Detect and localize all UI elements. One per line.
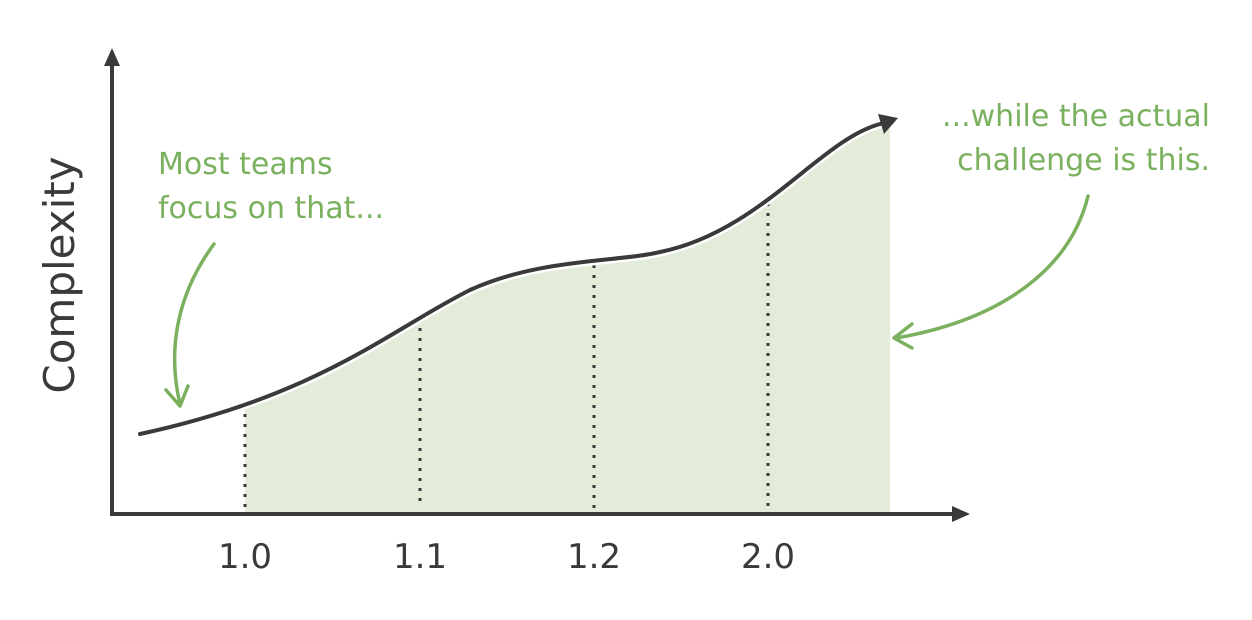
x-tick-label: 2.0 xyxy=(741,537,795,577)
annotation-right-line-1: ...while the actual xyxy=(942,99,1210,134)
annotation-left-line-1: Most teams xyxy=(158,147,333,182)
complexity-curve xyxy=(138,122,882,436)
annotation-right-line-2: challenge is this. xyxy=(957,143,1210,178)
y-axis-label: Complexity xyxy=(35,156,84,393)
annotation-left-line-2: focus on that... xyxy=(158,191,384,226)
annotation-left-arrowhead xyxy=(164,384,190,408)
x-tick-label: 1.0 xyxy=(218,537,272,577)
curve-arrowhead xyxy=(878,114,898,134)
shaded-area xyxy=(245,122,890,512)
x-tick-label: 1.2 xyxy=(567,537,621,577)
y-axis-arrowhead xyxy=(104,48,120,66)
x-axis-arrowhead xyxy=(952,506,970,522)
x-tick-label: 1.1 xyxy=(393,537,447,577)
annotation-right-arrowhead xyxy=(892,322,914,350)
annotation-left-arrow xyxy=(172,242,216,406)
annotation-right-arrow xyxy=(894,194,1090,340)
